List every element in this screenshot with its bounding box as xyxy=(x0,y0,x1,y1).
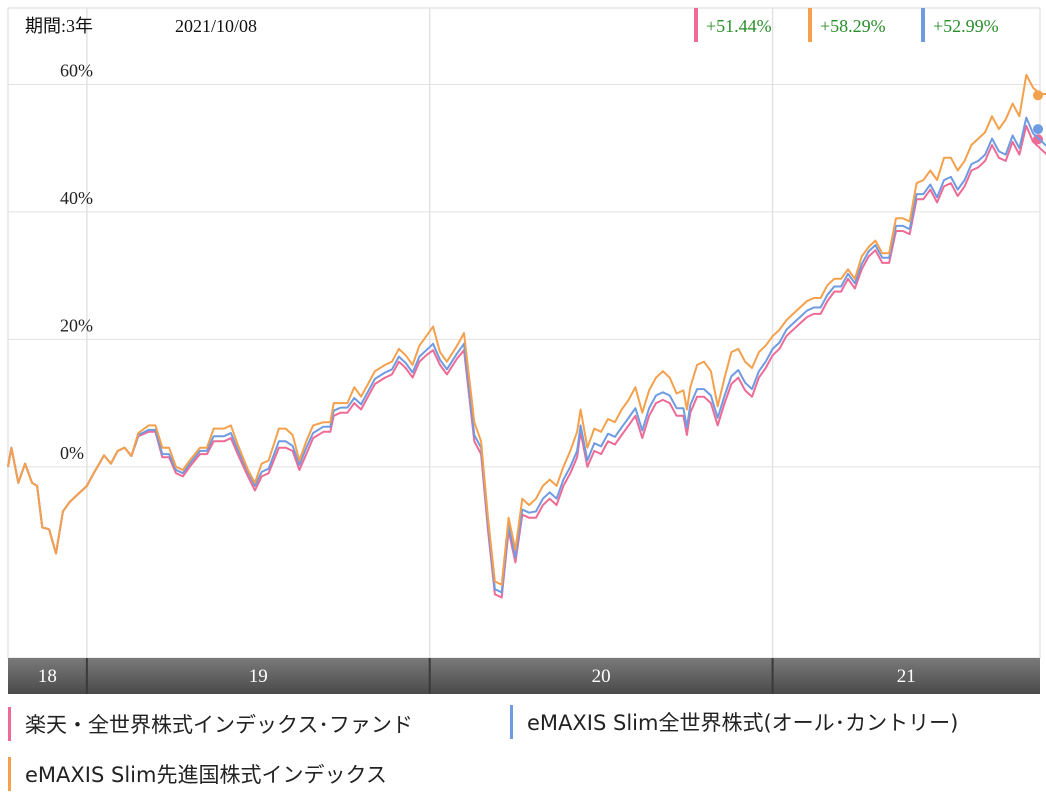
legend-label-rakuten: 楽天・全世界株式インデックス･ファンド xyxy=(25,713,413,737)
y-tick-label: 40% xyxy=(60,188,93,208)
x-tick-label: 20 xyxy=(592,666,611,687)
x-tick-label: 19 xyxy=(249,666,268,687)
legend-item-emaxis-developed: eMAXIS Slim先進国株式インデックス xyxy=(8,756,387,792)
legend-item-rakuten: 楽天・全世界株式インデックス･ファンド xyxy=(8,706,413,742)
return-swatch-3 xyxy=(921,8,925,42)
performance-chart: 0% 20% 40% 60% 18 19 20 21 期間:3年 2021/10/08 +5… xyxy=(7,7,1046,694)
legend-item-emaxis-allcountry: eMAXIS Slim全世界株式(オール･カントリー) xyxy=(510,704,958,740)
y-axis-tick-labels: 0% 20% 40% 60% xyxy=(60,60,93,462)
legend-label-emaxis-developed: eMAXIS Slim先進国株式インデックス xyxy=(25,763,387,787)
y-tick-label: 60% xyxy=(60,60,93,80)
period-label: 期間:3年 xyxy=(25,16,93,36)
series-line-2 xyxy=(7,116,1046,594)
series-lines xyxy=(7,73,1046,599)
x-tick-label: 18 xyxy=(38,666,57,687)
series-line-3 xyxy=(7,73,1046,586)
x-axis-year-bar: 18 19 20 21 xyxy=(8,658,1040,694)
legend-swatch-emaxis-developed xyxy=(8,757,11,791)
return-value-1: +51.44% xyxy=(706,16,772,36)
legend-swatch-emaxis-allcountry xyxy=(510,705,513,739)
legend-label-emaxis-allcountry: eMAXIS Slim全世界株式(オール･カントリー) xyxy=(527,711,959,735)
date-label: 2021/10/08 xyxy=(175,16,257,36)
series-endpoint-3 xyxy=(1033,90,1043,101)
series-endpoint-2 xyxy=(1033,124,1043,135)
legend: 楽天・全世界株式インデックス･ファンド eMAXIS Slim全世界株式(オール… xyxy=(0,700,1046,806)
legend-swatch-rakuten xyxy=(8,707,11,741)
series-line-1 xyxy=(7,124,1046,599)
return-value-3: +52.99% xyxy=(933,16,999,36)
grid-layer xyxy=(7,7,1041,659)
y-tick-label: 20% xyxy=(60,315,93,335)
return-swatch-1 xyxy=(694,8,698,42)
return-swatch-2 xyxy=(808,8,812,42)
x-axis-bar xyxy=(8,658,1040,694)
return-value-2: +58.29% xyxy=(820,16,886,36)
y-tick-label: 0% xyxy=(60,443,84,463)
x-tick-label: 21 xyxy=(897,666,916,687)
plot-frame xyxy=(7,7,1041,659)
